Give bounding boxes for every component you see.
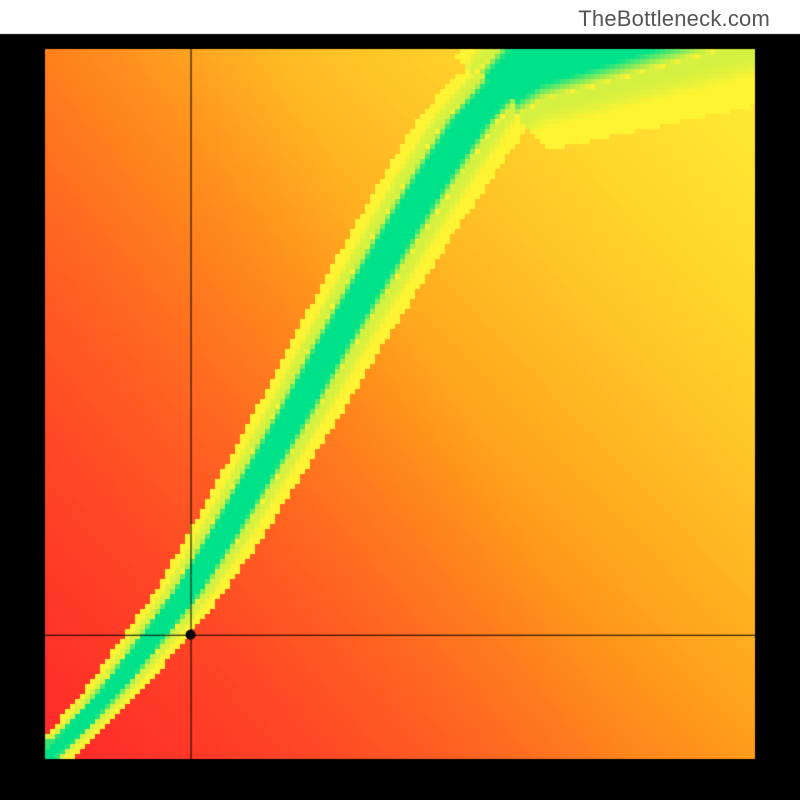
watermark-text: TheBottleneck.com — [578, 6, 770, 32]
heatmap-canvas — [0, 0, 800, 800]
bottleneck-heatmap: { "watermark": { "text": "TheBottleneck.… — [0, 0, 800, 800]
